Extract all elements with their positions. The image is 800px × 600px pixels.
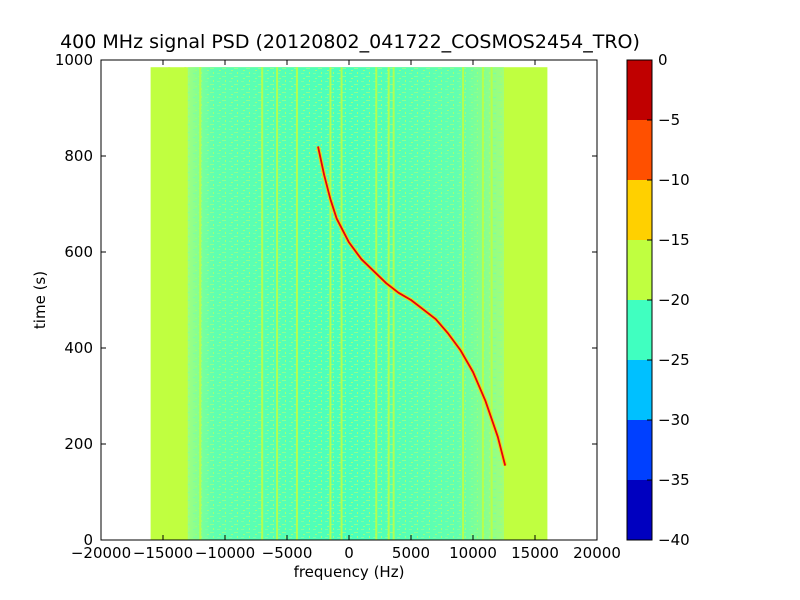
colorbar-tick-label: 0 [658, 51, 668, 69]
colorbar-tick-label: −25 [658, 351, 690, 369]
colorbar-level [627, 60, 652, 120]
x-tick-label: −5000 [262, 544, 313, 562]
colorbar-tick-label: −15 [658, 231, 690, 249]
x-tick-label: −10000 [195, 544, 255, 562]
x-tick-label: −15000 [133, 544, 193, 562]
spectral-line [261, 67, 264, 540]
colorbar-tick-label: −10 [658, 171, 690, 189]
colorbar-level [627, 120, 652, 180]
colorbar-tick-label: −30 [658, 411, 690, 429]
x-tick-label: 20000 [573, 544, 621, 562]
spectral-line [199, 67, 202, 540]
y-tick-label: 800 [64, 147, 93, 165]
y-axis: 0 200 400 600 800 1000 [55, 51, 597, 549]
x-tick-label: 5000 [392, 544, 430, 562]
x-tick-label: 15000 [511, 544, 559, 562]
y-tick-label: 400 [64, 339, 93, 357]
colorbar-tick-label: −35 [658, 471, 690, 489]
colorbar-level [627, 240, 652, 300]
colorbar-tick-label: −40 [658, 531, 690, 549]
colorbar-level [627, 180, 652, 240]
spectral-line [329, 67, 332, 540]
spectral-line [490, 67, 493, 540]
colorbar-axis: 0 −5 −10 −15 −20 −25 −30 −35 −40 [647, 51, 690, 549]
plot-area [100, 59, 598, 541]
colorbar-level [627, 360, 652, 420]
y-tick-label: 1000 [55, 51, 93, 69]
spectral-line [276, 67, 279, 540]
spectral-line [340, 67, 343, 540]
y-tick-label: 0 [83, 531, 93, 549]
y-tick-label: 600 [64, 243, 93, 261]
spectral-line [184, 67, 187, 540]
spectrogram-image [150, 67, 548, 540]
spectral-line [462, 67, 465, 540]
chart-title: 400 MHz signal PSD (20120802_041722_COSM… [60, 31, 640, 53]
colorbar-level [627, 480, 652, 540]
y-axis-label: time (s) [31, 271, 49, 329]
x-axis-label: frequency (Hz) [294, 563, 405, 581]
spectral-line [481, 67, 484, 540]
x-tick-label: −20000 [71, 544, 131, 562]
x-tick-label: 0 [344, 544, 354, 562]
spectral-line [375, 67, 378, 540]
y-tick-label: 200 [64, 435, 93, 453]
colorbar-tick-label: −20 [658, 291, 690, 309]
x-tick-label: 10000 [449, 544, 497, 562]
spectral-line [295, 67, 298, 540]
spectral-line [387, 67, 390, 540]
colorbar-level [627, 420, 652, 480]
colorbar [626, 59, 653, 541]
x-axis: −20000 −15000 −10000 −5000 0 5000 10000 15000 20… [71, 60, 621, 562]
colorbar-tick-label: −5 [658, 111, 680, 129]
spectral-line [392, 67, 395, 540]
colorbar-level [627, 300, 652, 360]
signal-trace [317, 146, 507, 466]
spectral-line [168, 67, 171, 540]
